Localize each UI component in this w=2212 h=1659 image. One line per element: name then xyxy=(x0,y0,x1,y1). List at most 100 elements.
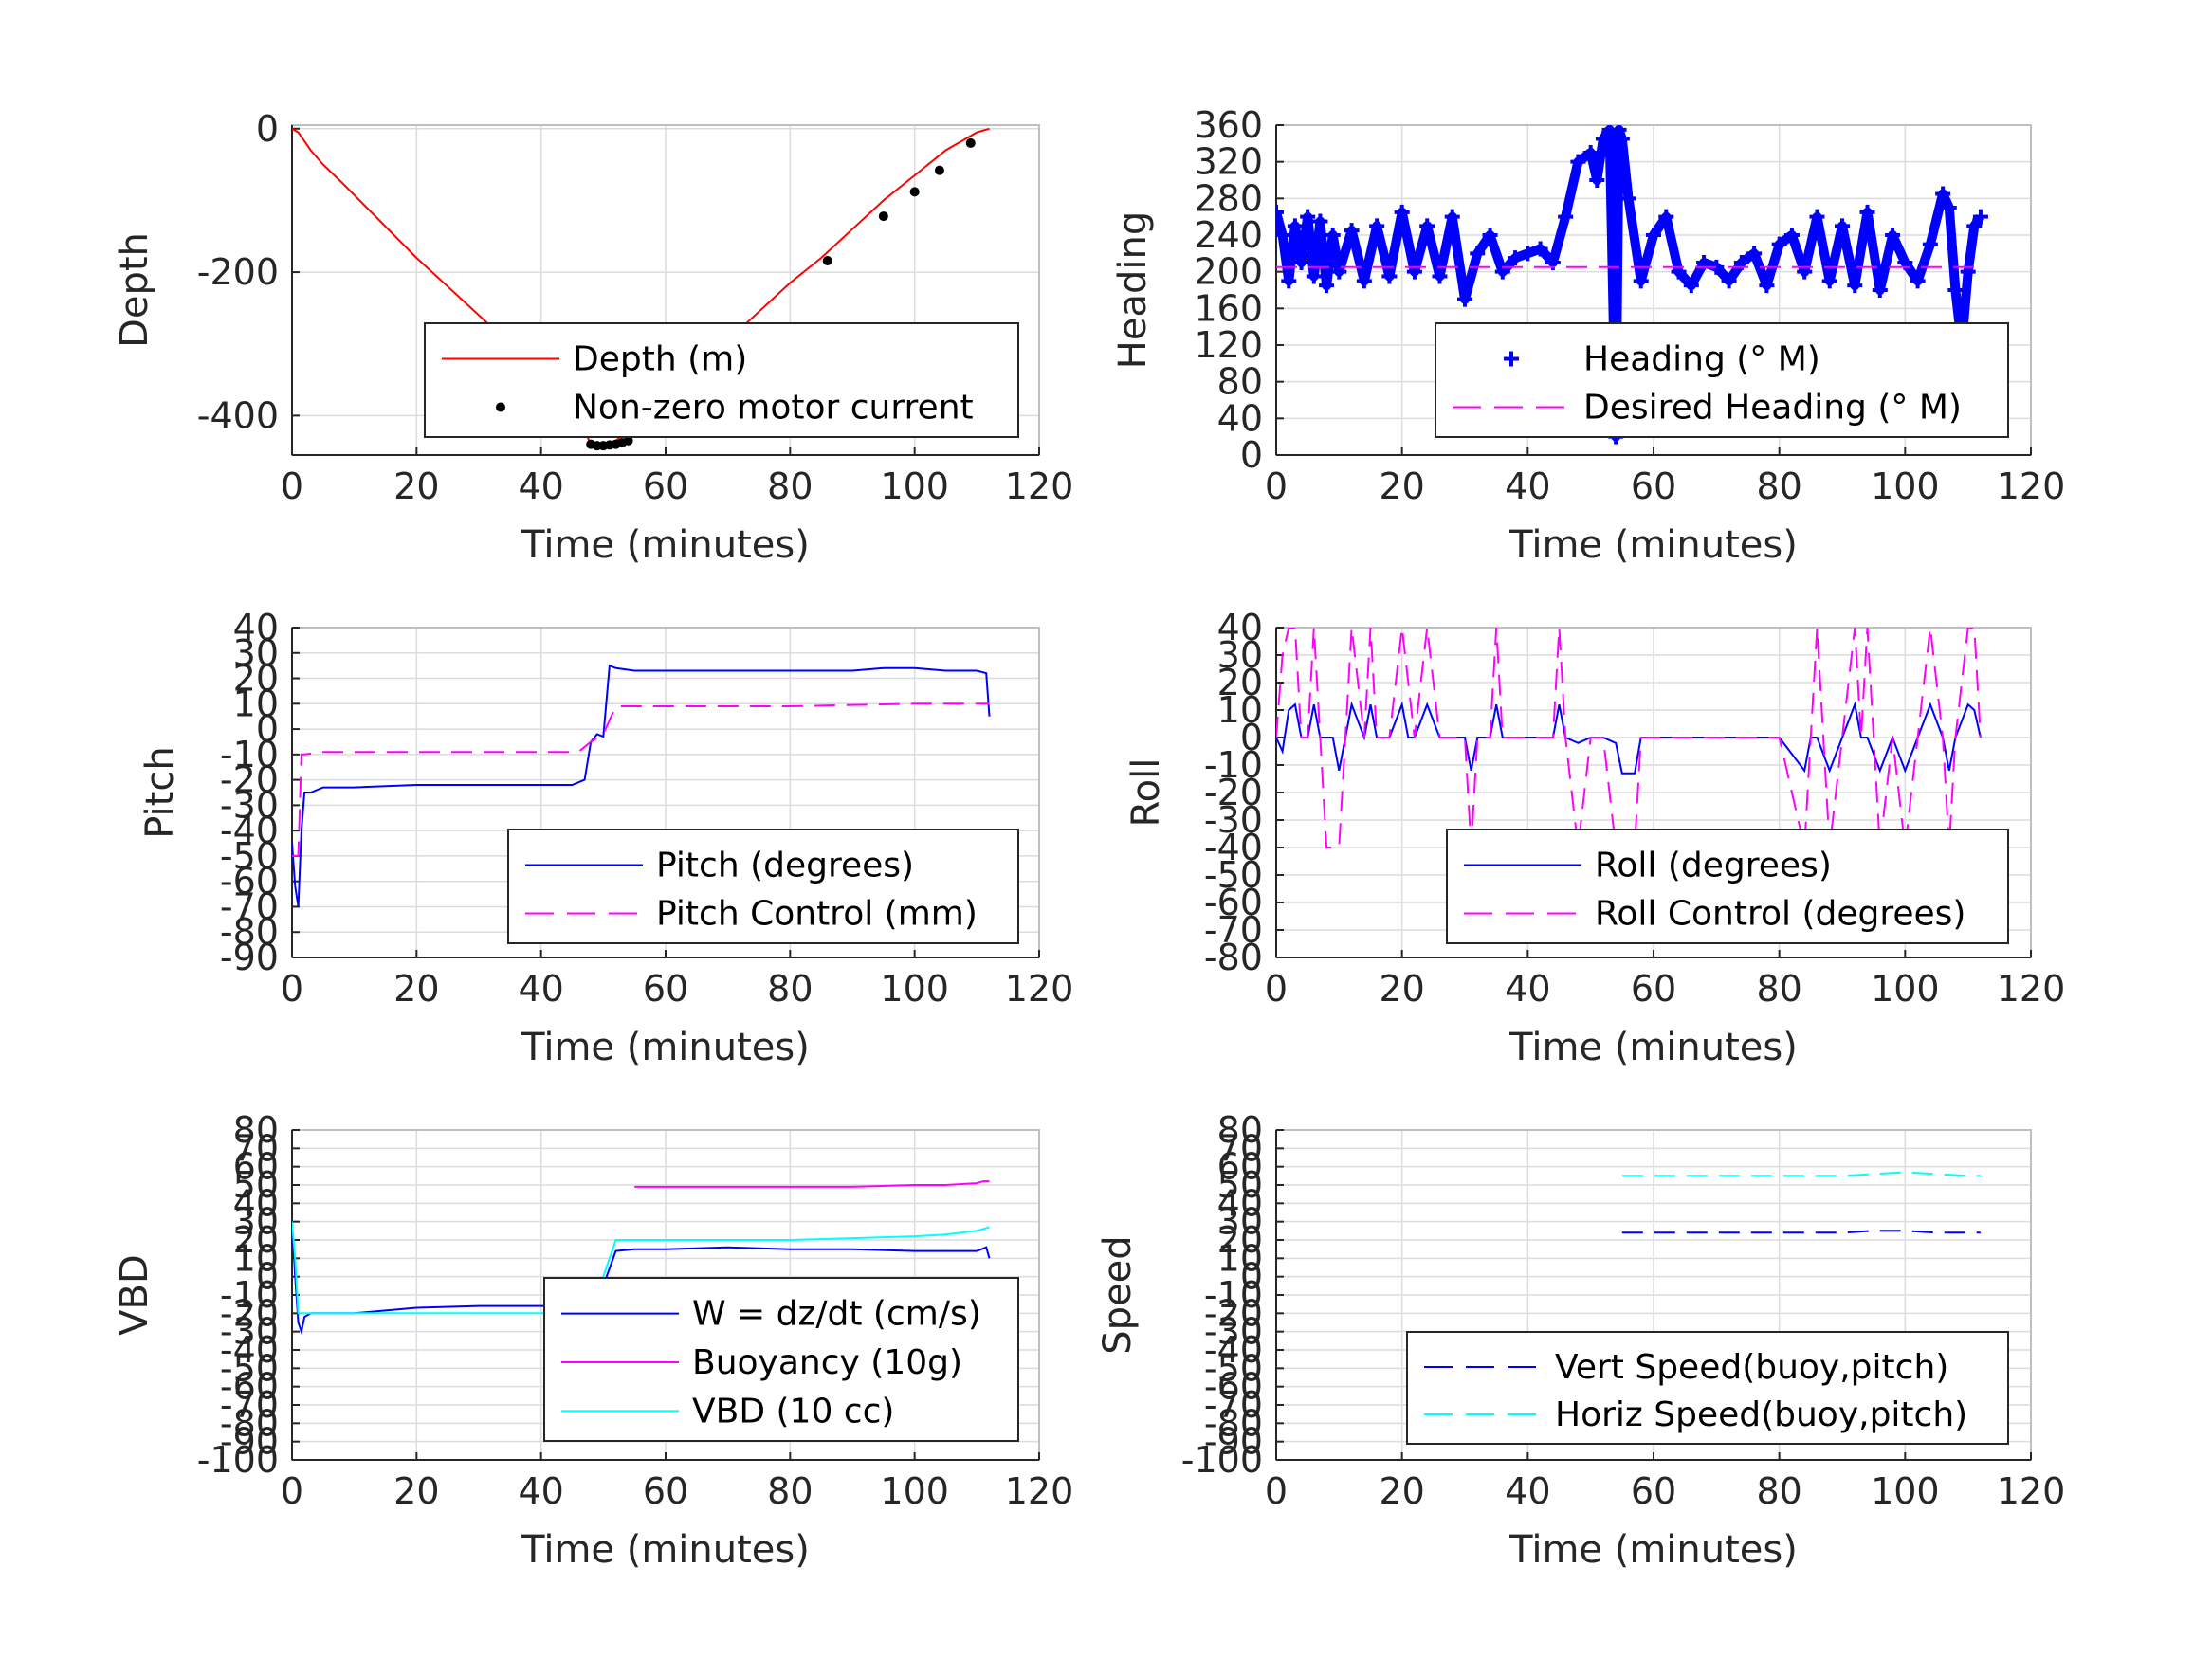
y-tick-label: 70 xyxy=(1217,1127,1263,1169)
legend: Heading (° M) Desired Heading (° M) xyxy=(1435,322,2009,438)
data-point xyxy=(1922,236,1938,252)
x-tick-label: 20 xyxy=(393,465,439,507)
legend: Roll (degrees) Roll Control (degrees) xyxy=(1446,829,2009,944)
data-point xyxy=(1419,218,1435,234)
data-point xyxy=(623,435,633,446)
legend-box xyxy=(424,322,1019,438)
subplot-4: 0 20 40 60 80 100 120-80-70-60-50-40-30-20-100… xyxy=(1124,607,2065,1069)
y-tick-label: 40 xyxy=(1217,1182,1263,1224)
legend-label: Roll Control (degrees) xyxy=(1595,895,1965,934)
x-tick-label: 80 xyxy=(1756,968,1801,1010)
legend-box xyxy=(507,829,1019,944)
y-tick-label: -30 xyxy=(1204,799,1263,841)
y-tick-label: 0 xyxy=(1240,1256,1263,1298)
data-point xyxy=(1759,278,1775,294)
x-tick-label: 120 xyxy=(1005,1470,1074,1512)
data-point xyxy=(1276,228,1290,243)
x-tick-label: 40 xyxy=(518,968,563,1010)
x-axis-label: Time (minutes) xyxy=(521,1528,810,1572)
y-tick-label: -70 xyxy=(220,885,279,927)
x-tick-label: 60 xyxy=(1631,1470,1676,1512)
data-point xyxy=(1520,246,1536,262)
x-tick-label: 60 xyxy=(1631,465,1676,507)
data-point xyxy=(1821,273,1837,289)
plot-area xyxy=(292,127,990,451)
x-tick-label: 20 xyxy=(1379,1470,1424,1512)
y-tick-label: -50 xyxy=(220,835,279,877)
x-tick-label: 100 xyxy=(1871,968,1940,1010)
x-tick-label: 100 xyxy=(880,968,949,1010)
x-tick-label: 120 xyxy=(1005,465,1074,507)
data-point xyxy=(1614,131,1630,147)
x-axis-label: Time (minutes) xyxy=(521,523,810,567)
y-tick-label: -400 xyxy=(197,394,279,436)
y-tick-label: 240 xyxy=(1194,214,1263,256)
y-tick-label: 200 xyxy=(1194,251,1263,293)
y-tick-label: 20 xyxy=(233,658,279,700)
y-tick-label: -90 xyxy=(1204,1421,1263,1463)
x-axis-label: Time (minutes) xyxy=(1508,1026,1798,1069)
plot-area xyxy=(1621,1171,1981,1234)
data-point xyxy=(1872,283,1888,298)
subplot-6: 0 20 40 60 80 100 120-100-90-80-70-60-50-40-30… xyxy=(1096,1109,2065,1572)
x-tick-label: 40 xyxy=(1505,465,1550,507)
data-point xyxy=(1809,209,1825,225)
y-tick-label: -20 xyxy=(220,1292,279,1334)
y-tick-label: -50 xyxy=(1204,854,1263,896)
data-point xyxy=(1683,278,1699,294)
y-tick-label: -90 xyxy=(220,937,279,978)
series-2 xyxy=(586,137,976,451)
data-point xyxy=(1558,209,1574,225)
data-point xyxy=(1589,173,1605,188)
plot-area xyxy=(292,664,991,907)
x-tick-label: 20 xyxy=(393,1470,439,1512)
data-point xyxy=(1721,273,1737,289)
x-tick-label: 60 xyxy=(643,465,688,507)
subplot-1: 0 20 40 60 80 100 120 -400 -200 0 Time (minutes) De… xyxy=(113,108,1073,567)
legend-box xyxy=(1446,829,2009,944)
y-tick-label: -60 xyxy=(1204,882,1263,923)
data-point xyxy=(1356,273,1372,289)
y-tick-label: -10 xyxy=(1204,744,1263,786)
y-tick-label: -60 xyxy=(1204,1366,1263,1408)
x-tick-label: 60 xyxy=(1631,968,1676,1010)
x-tick-label: 40 xyxy=(518,465,563,507)
x-tick-label: 40 xyxy=(518,1470,563,1512)
y-tick-label: 20 xyxy=(233,1219,279,1261)
legend: Vert Speed(buoy,pitch) Horiz Speed(buoy,p… xyxy=(1406,1331,2009,1445)
data-point xyxy=(1947,283,1964,298)
data-point xyxy=(1444,209,1460,225)
x-tick-label: 120 xyxy=(1997,968,2066,1010)
y-tick-label: -50 xyxy=(1204,1347,1263,1389)
x-tick-label: 60 xyxy=(643,1470,688,1512)
y-tick-label: 80 xyxy=(1217,361,1263,403)
x-tick-label: 0 xyxy=(1265,465,1288,507)
y-tick-label: 80 xyxy=(233,1109,279,1151)
data-point xyxy=(1394,204,1410,220)
x-tick-label: 120 xyxy=(1997,1470,2066,1512)
series-line xyxy=(634,1180,990,1188)
data-point xyxy=(1276,204,1284,220)
series-1 xyxy=(1276,701,1982,775)
legend-label: Depth (m) xyxy=(573,340,747,379)
x-tick-label: 80 xyxy=(767,1470,813,1512)
subplot-5: 0 20 40 60 80 100 120-100-90-80-70-60-50-40-30… xyxy=(113,1109,1073,1572)
x-tick-label: 40 xyxy=(1505,1470,1550,1512)
y-tick-label: 30 xyxy=(1217,1201,1263,1243)
data-point xyxy=(1570,154,1586,170)
subplot-2: 0 20 40 60 80 100 1200408012016020024028032036… xyxy=(1111,104,2065,567)
y-tick-label: -40 xyxy=(1204,1329,1263,1371)
y-tick-label: 10 xyxy=(233,1237,279,1279)
data-point xyxy=(909,187,920,197)
series-2 xyxy=(1276,628,1982,848)
y-tick-label: -20 xyxy=(220,759,279,801)
legend-label: Desired Heading (° M) xyxy=(1583,389,1962,428)
x-tick-label: 20 xyxy=(1379,465,1424,507)
data-point xyxy=(1344,223,1360,239)
y-tick-label: -20 xyxy=(1204,1292,1263,1334)
y-tick-label: 0 xyxy=(256,108,279,150)
data-point xyxy=(1847,278,1863,294)
y-tick-label: 40 xyxy=(233,1182,279,1224)
x-tick-label: 0 xyxy=(1265,968,1288,1010)
data-point xyxy=(1306,268,1322,284)
